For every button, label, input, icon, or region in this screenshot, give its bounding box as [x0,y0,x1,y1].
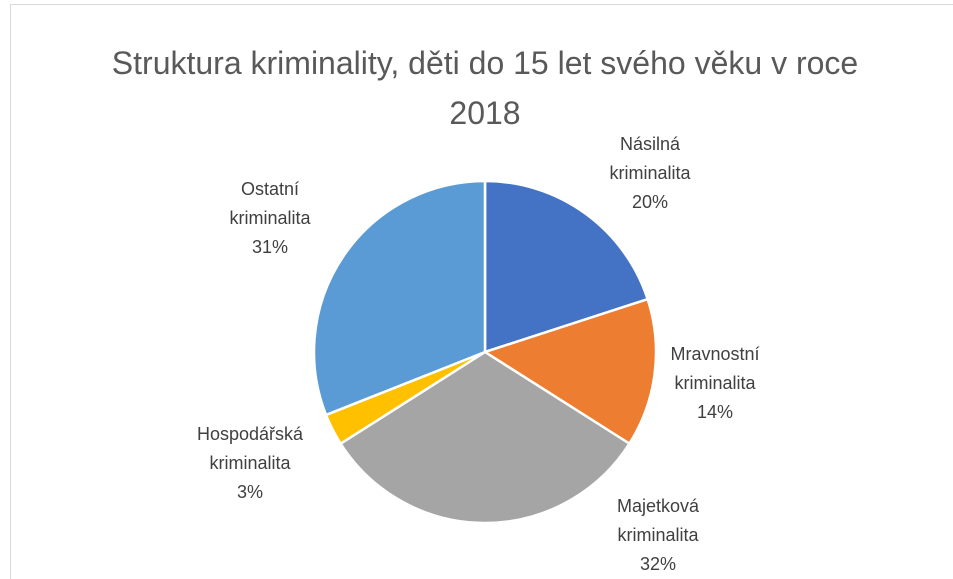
category-label: Hospodářská kriminalita [196,424,304,473]
value-label: 3% [236,482,263,502]
category-label: Mravnostní kriminalita [670,344,760,393]
category-label: Ostatní kriminalita [229,179,311,228]
data-label: Ostatní kriminalita 31% [200,175,340,262]
data-label: Hospodářská kriminalita 3% [180,420,320,507]
value-label: 20% [631,192,669,212]
category-label: Násilná kriminalita [609,134,691,183]
value-label: 32% [639,554,677,574]
pie-slice [482,297,658,446]
value-label: 14% [696,402,734,422]
chart-title: Struktura kriminality, děti do 15 let sv… [111,45,859,131]
category-label: Majetková kriminalita [616,496,700,545]
data-label: Mravnostní kriminalita 14% [645,340,785,427]
value-label: 31% [251,237,289,257]
data-label: Majetková kriminalita 32% [588,492,728,579]
pie-slice [338,350,632,525]
chart-border [10,4,953,579]
pie-slice [312,179,487,417]
pie-slice [483,179,650,354]
data-label: Násilná kriminalita 20% [580,130,720,217]
